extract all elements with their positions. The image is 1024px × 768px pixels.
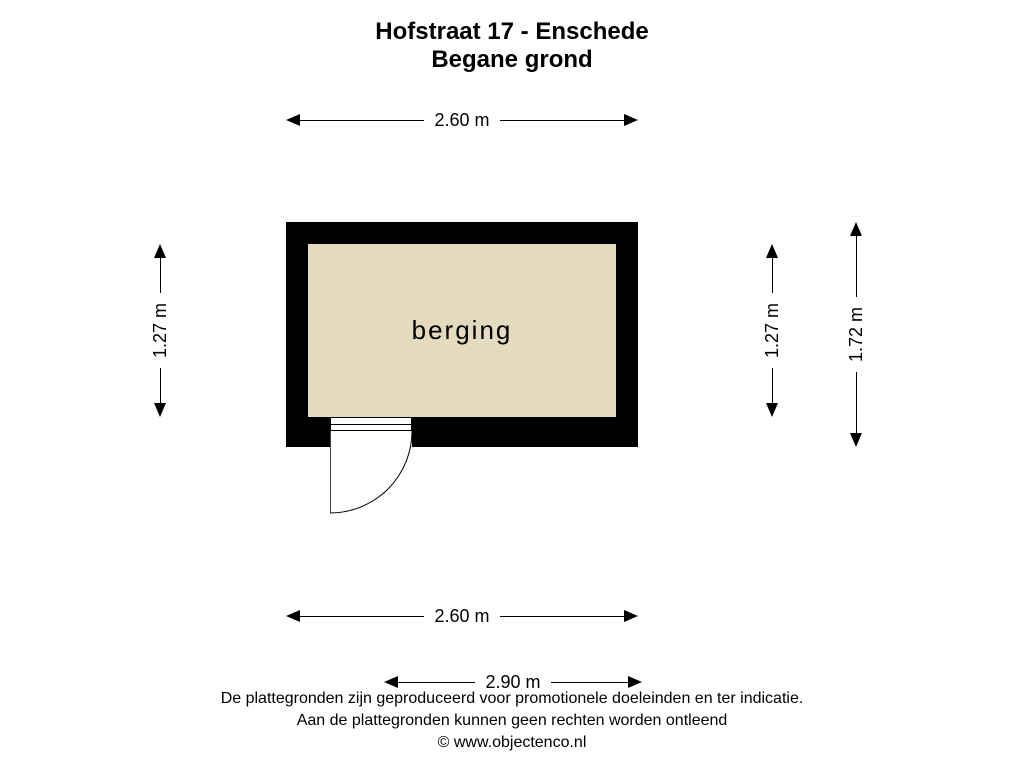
arrow-left-icon bbox=[286, 610, 300, 622]
dimension-label: 2.60 m bbox=[424, 606, 499, 627]
dimension-line bbox=[856, 372, 857, 433]
room-interior: berging bbox=[308, 244, 616, 417]
dimension-line bbox=[300, 120, 424, 121]
dimension-line bbox=[500, 616, 624, 617]
dimension-top: 2.60 m bbox=[286, 114, 638, 126]
dimension-line bbox=[551, 682, 628, 683]
door-threshold-line bbox=[331, 424, 411, 425]
floorplan-canvas: Hofstraat 17 - Enschede Begane grond ber… bbox=[0, 0, 1024, 768]
dimension-line bbox=[856, 236, 857, 297]
footer-line-3: © www.objectenco.nl bbox=[0, 732, 1024, 754]
arrow-up-icon bbox=[850, 222, 862, 236]
dimension-left: 1.27 m bbox=[154, 244, 166, 417]
dimension-label: 1.27 m bbox=[150, 293, 171, 368]
arrow-left-icon bbox=[384, 676, 398, 688]
dimension-line bbox=[160, 258, 161, 293]
door-swing-icon bbox=[330, 431, 416, 517]
dimension-line bbox=[772, 368, 773, 403]
arrow-right-icon bbox=[628, 676, 642, 688]
door-threshold bbox=[330, 417, 412, 431]
title-line-1: Hofstraat 17 - Enschede bbox=[0, 18, 1024, 46]
dimension-bottom-inner: 2.60 m bbox=[286, 610, 638, 622]
arrow-up-icon bbox=[766, 244, 778, 258]
arrow-down-icon bbox=[154, 403, 166, 417]
dimension-label: 2.60 m bbox=[424, 110, 499, 131]
dimension-line bbox=[398, 682, 475, 683]
arrow-left-icon bbox=[286, 114, 300, 126]
arrow-right-icon bbox=[624, 610, 638, 622]
dimension-line bbox=[300, 616, 424, 617]
dimension-right-inner: 1.27 m bbox=[766, 244, 778, 417]
arrow-right-icon bbox=[624, 114, 638, 126]
arrow-up-icon bbox=[154, 244, 166, 258]
dimension-line bbox=[772, 258, 773, 293]
dimension-label: 1.27 m bbox=[762, 293, 783, 368]
room-label: berging bbox=[412, 315, 513, 346]
dimension-right-outer: 1.72 m bbox=[850, 222, 862, 447]
arrow-down-icon bbox=[850, 433, 862, 447]
dimension-bottom-outer: 2.90 m bbox=[384, 676, 642, 688]
arrow-down-icon bbox=[766, 403, 778, 417]
footer-line-2: Aan de plattegronden kunnen geen rechten… bbox=[0, 710, 1024, 732]
footer-line-1: De plattegronden zijn geproduceerd voor … bbox=[0, 688, 1024, 710]
title-line-2: Begane grond bbox=[0, 46, 1024, 74]
dimension-label: 1.72 m bbox=[846, 297, 867, 372]
dimension-line bbox=[500, 120, 624, 121]
dimension-line bbox=[160, 368, 161, 403]
